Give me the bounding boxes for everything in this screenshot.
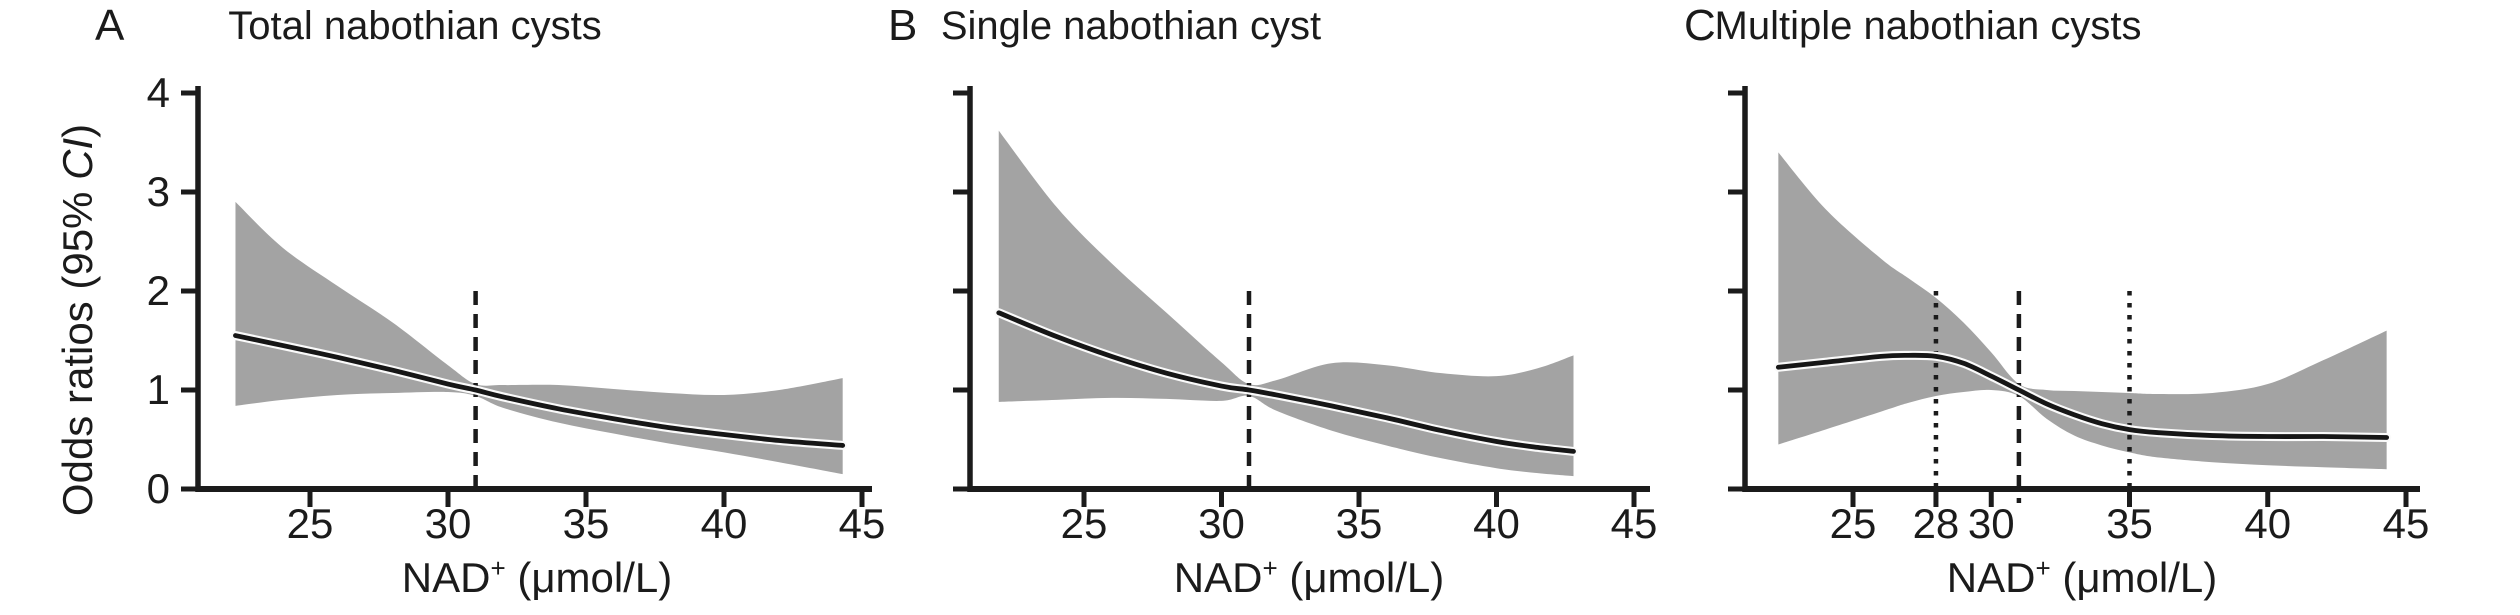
y-axis-label-suffix: ) bbox=[54, 123, 101, 138]
x-axis-label-c: NAD+ (μmol/L) bbox=[1947, 554, 2217, 602]
x-tick-label: 30 bbox=[1198, 500, 1245, 547]
panel-b-title: Single nabothian cyst bbox=[940, 4, 1322, 48]
x-axis-label-unit: (μmol/L) bbox=[2050, 554, 2218, 601]
panel-c-title: Multiple nabothian cysts bbox=[1714, 4, 2142, 48]
x-axis-label-base: NAD bbox=[1946, 554, 2036, 601]
x-tick-label: 28 bbox=[1913, 500, 1960, 547]
ci-band bbox=[998, 130, 1574, 477]
panel-a-letter: A bbox=[95, 1, 125, 50]
x-tick-label: 35 bbox=[563, 500, 610, 547]
x-tick-label: 25 bbox=[1061, 500, 1108, 547]
x-axis-label-a: NAD+ (μmol/L) bbox=[402, 554, 672, 602]
x-axis-label-base: NAD bbox=[401, 554, 491, 601]
ci-band bbox=[235, 201, 843, 475]
y-axis-label-ci: CI bbox=[54, 137, 101, 180]
odds-ratio-curve bbox=[1775, 352, 2390, 440]
panel-c-letter: C bbox=[1684, 1, 1716, 50]
odds-ratio-curve bbox=[233, 333, 846, 448]
x-tick-label: 25 bbox=[287, 500, 334, 547]
y-tick-label: 3 bbox=[147, 168, 170, 215]
x-tick-label: 30 bbox=[425, 500, 472, 547]
x-tick-label: 45 bbox=[839, 500, 886, 547]
panel-b-letter: B bbox=[888, 1, 918, 50]
odds-ratio-curve bbox=[996, 310, 1576, 454]
x-axis-label-base: NAD bbox=[1173, 554, 1263, 601]
x-axis-label-sup: + bbox=[1262, 553, 1278, 583]
x-axis-label-unit: (μmol/L) bbox=[1277, 554, 1445, 601]
ci-band bbox=[1778, 152, 2387, 470]
x-tick-label: 45 bbox=[1611, 500, 1658, 547]
x-tick-label: 35 bbox=[1336, 500, 1383, 547]
x-axis-label-unit: (μmol/L) bbox=[505, 554, 673, 601]
y-axis-label: Odds ratios (95% CI) bbox=[54, 124, 102, 516]
panel-c-group: 25 28 30 35 40 45 bbox=[1728, 86, 2429, 547]
x-tick-label: 45 bbox=[2383, 500, 2430, 547]
x-tick-label: 40 bbox=[2244, 500, 2291, 547]
x-tick-label: 40 bbox=[701, 500, 748, 547]
y-tick-label: 0 bbox=[147, 465, 170, 512]
y-axis-label-prefix: Odds ratios (95% bbox=[54, 179, 101, 517]
x-axis-label-b: NAD+ (μmol/L) bbox=[1174, 554, 1444, 602]
x-tick-label: 30 bbox=[1968, 500, 2015, 547]
y-tick-label: 4 bbox=[147, 69, 170, 116]
x-tick-label: 35 bbox=[2106, 500, 2153, 547]
panel-a-title: Total nabothian cysts bbox=[228, 4, 602, 48]
x-axis-label-sup: + bbox=[490, 553, 506, 583]
x-axis-label-sup: + bbox=[2035, 553, 2051, 583]
panel-b-group: 25 30 35 40 45 bbox=[953, 86, 1657, 547]
x-tick-label: 25 bbox=[1830, 500, 1877, 547]
y-tick-label: 1 bbox=[147, 366, 170, 413]
x-tick-label: 40 bbox=[1473, 500, 1520, 547]
y-tick-label: 2 bbox=[147, 267, 170, 314]
panel-a-group: 0 1 2 3 4 25 30 35 40 45 bbox=[147, 69, 886, 547]
